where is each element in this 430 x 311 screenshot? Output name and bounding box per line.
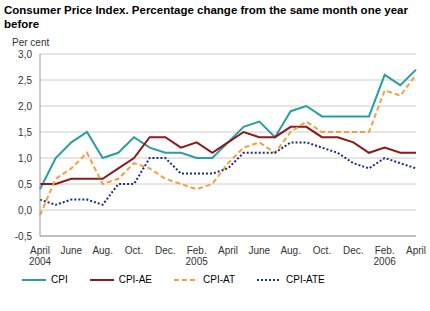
svg-text:1,0: 1,0 <box>18 153 32 164</box>
svg-text:June: June <box>248 245 270 256</box>
svg-text:-0,5: -0,5 <box>15 231 33 242</box>
svg-text:2,5: 2,5 <box>18 75 32 86</box>
svg-text:Dec.: Dec. <box>155 245 176 256</box>
html-text:CPI-AT: CPI-AT <box>203 274 236 285</box>
html-text:CPI-AE: CPI-AE <box>118 274 152 285</box>
html-text:CPI-ATE: CPI-ATE <box>286 274 325 285</box>
svg-text:Feb.2005: Feb.2005 <box>186 245 209 267</box>
svg-text:Oct.: Oct. <box>125 245 143 256</box>
svg-text:April2004: April2004 <box>29 245 52 267</box>
svg-text:0,5: 0,5 <box>18 179 32 190</box>
svg-text:April: April <box>406 245 422 256</box>
html-text:Consumer Price Index. Percenta: Consumer Price Index. Percentage change … <box>4 4 408 30</box>
svg-text:Aug.: Aug. <box>92 245 113 256</box>
svg-text:Aug.: Aug. <box>280 245 301 256</box>
svg-text:1,5: 1,5 <box>18 127 32 138</box>
html-text:Per cent: Per cent <box>12 37 50 48</box>
svg-text:Feb.2006: Feb.2006 <box>374 245 397 267</box>
svg-text:2,0: 2,0 <box>18 101 32 112</box>
svg-text:0,0: 0,0 <box>18 205 32 216</box>
svg-text:June: June <box>60 245 82 256</box>
svg-text:April: April <box>218 245 238 256</box>
svg-text:Dec.: Dec. <box>343 245 364 256</box>
svg-text:3,0: 3,0 <box>18 49 32 60</box>
svg-text:Oct.: Oct. <box>313 245 331 256</box>
html-text:CPI: CPI <box>51 274 68 285</box>
